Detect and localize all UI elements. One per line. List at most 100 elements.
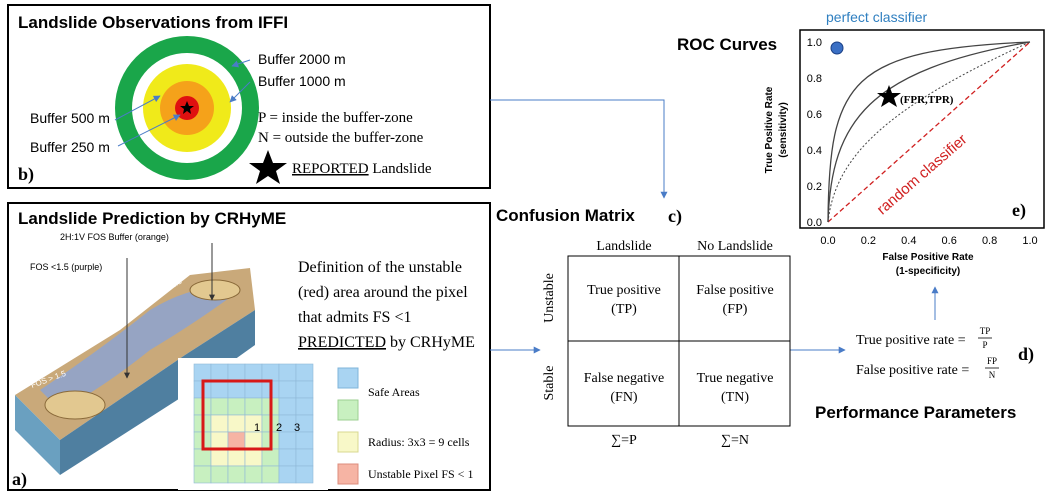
legend-swatch: [337, 463, 359, 485]
legend-swatch: [337, 399, 359, 421]
roc-curve: [827, 41, 1031, 223]
deposit: [44, 390, 106, 420]
row-header: Stable: [542, 366, 557, 401]
grid-cell: [244, 465, 263, 484]
y-tick-label: 0.6: [807, 109, 822, 121]
reported: REPORTED: [292, 161, 369, 177]
grid-cell: [210, 448, 229, 467]
grid-cell: [295, 465, 314, 484]
grid-cell: [244, 448, 263, 467]
confusion-matrix: Confusion Matrix c) Landslide No Landsli…: [496, 206, 791, 448]
buffer-label: Buffer 2000 m: [258, 51, 346, 67]
panel-title: Landslide Observations from IFFI: [18, 13, 288, 32]
grid-cell: [193, 448, 212, 467]
grid-cell: [210, 380, 229, 399]
arrow: [231, 59, 251, 68]
section-title: ROC Curves: [677, 35, 777, 54]
grid-cell: [295, 397, 314, 416]
arrow: [114, 95, 161, 121]
cell-text: True negative: [697, 371, 774, 386]
grid-cell: [210, 397, 229, 416]
slope-label: 2H:1V FOS Buffer (orange): [60, 232, 169, 242]
grid-cell: [210, 465, 229, 484]
cell-text: (FP): [723, 302, 748, 317]
panel-label: d): [1018, 344, 1034, 365]
cell-text: False negative: [584, 371, 664, 386]
grid-cell: [295, 431, 314, 450]
flow-arrow: [490, 99, 668, 199]
x-tick-label: 0.2: [861, 235, 876, 247]
grid-cell: [210, 414, 229, 433]
cell-grid: [193, 363, 314, 484]
point-label: (FPR,TPR): [900, 94, 954, 106]
panel-label: b): [18, 164, 34, 185]
y-tick-label: 0.2: [807, 181, 822, 193]
row-header: Unstable: [542, 273, 557, 323]
definition-line: PREDICTED by CRHyME: [298, 334, 475, 351]
panel-label: a): [12, 469, 27, 490]
grid-cell: [210, 363, 229, 382]
panel-label: e): [1012, 200, 1026, 221]
cell-text: (TP): [611, 302, 637, 317]
y-tick-label: 0.4: [807, 145, 822, 157]
cell-number: 1: [254, 422, 260, 434]
fraction-num: TP: [980, 326, 991, 336]
unstable-zone: [40, 287, 240, 410]
cell-text: False positive: [696, 283, 773, 298]
grid-cell: [193, 363, 212, 382]
x-tick-label: 1.0: [1022, 235, 1037, 247]
definition-line: that admits FS <1: [298, 309, 411, 326]
grid-cell: [210, 431, 229, 450]
column-header: No Landslide: [697, 239, 773, 254]
fraction-den: P: [982, 340, 987, 350]
reported-legend: REPORTED Landslide: [292, 161, 432, 177]
x-tick-label: 0.6: [942, 235, 957, 247]
predicted: PREDICTED: [298, 334, 386, 351]
cell-text: (FN): [610, 390, 638, 405]
x-axis-label: (1-specificity): [896, 266, 960, 277]
cell-number: 2: [276, 422, 282, 434]
column-header: Landslide: [596, 239, 651, 254]
n-definition: N = outside the buffer-zone: [258, 130, 424, 146]
grid-cell: [227, 414, 246, 433]
buffer-label: Buffer 1000 m: [258, 73, 346, 89]
fpr-formula: False positive rate =: [856, 363, 969, 378]
cell-number: 3: [294, 422, 300, 434]
y-axis-label: (sensitivity): [778, 102, 789, 158]
perfect-label: perfect classifier: [826, 9, 927, 25]
grid-cell: [227, 465, 246, 484]
performance: True positive rate = TP P False positive…: [815, 326, 1034, 422]
grid-cell: [261, 465, 280, 484]
panel-b: Landslide Observations from IFFI Buffer …: [7, 4, 491, 189]
radius-border: [201, 379, 273, 451]
legend-text: Radius: 3x3 = 9 cells: [368, 435, 470, 449]
landslide: Landslide: [372, 161, 431, 177]
grid-cell: [227, 380, 246, 399]
panel-title: Landslide Prediction by CRHyME: [18, 209, 286, 228]
roc-panel: ROC Curves perfect classifier 0.0 0.2 0.4 0…: [677, 9, 1045, 277]
slope-front: [60, 310, 255, 475]
tpr-formula: True positive rate =: [856, 333, 966, 348]
x-tick-label: 0.4: [901, 235, 916, 247]
column-sum: ∑=P: [611, 433, 637, 448]
p-definition: P = inside the buffer-zone: [258, 110, 413, 126]
buffer-label: Buffer 500 m: [30, 110, 110, 126]
column-sum: ∑=N: [721, 433, 749, 448]
roc-curve: [827, 41, 1031, 223]
y-tick-label: 0.0: [807, 217, 822, 229]
grid-cell: [261, 363, 280, 382]
grid-cell: [244, 363, 263, 382]
legend-swatch: [337, 367, 359, 389]
slope-label: FOS <1.5 (purple): [30, 262, 102, 272]
arrow: [117, 114, 181, 147]
grid-cell: [227, 431, 246, 450]
definition-line: (red) area around the pixel: [298, 284, 468, 301]
perfect-point: [830, 41, 844, 55]
y-tick-label: 0.8: [807, 73, 822, 85]
x-tick-label: 0.8: [982, 235, 997, 247]
grid-cell: [278, 431, 297, 450]
section-title: Performance Parameters: [815, 403, 1016, 422]
by-crhyme: by CRHyME: [390, 334, 475, 351]
legend-swatch: [337, 431, 359, 453]
